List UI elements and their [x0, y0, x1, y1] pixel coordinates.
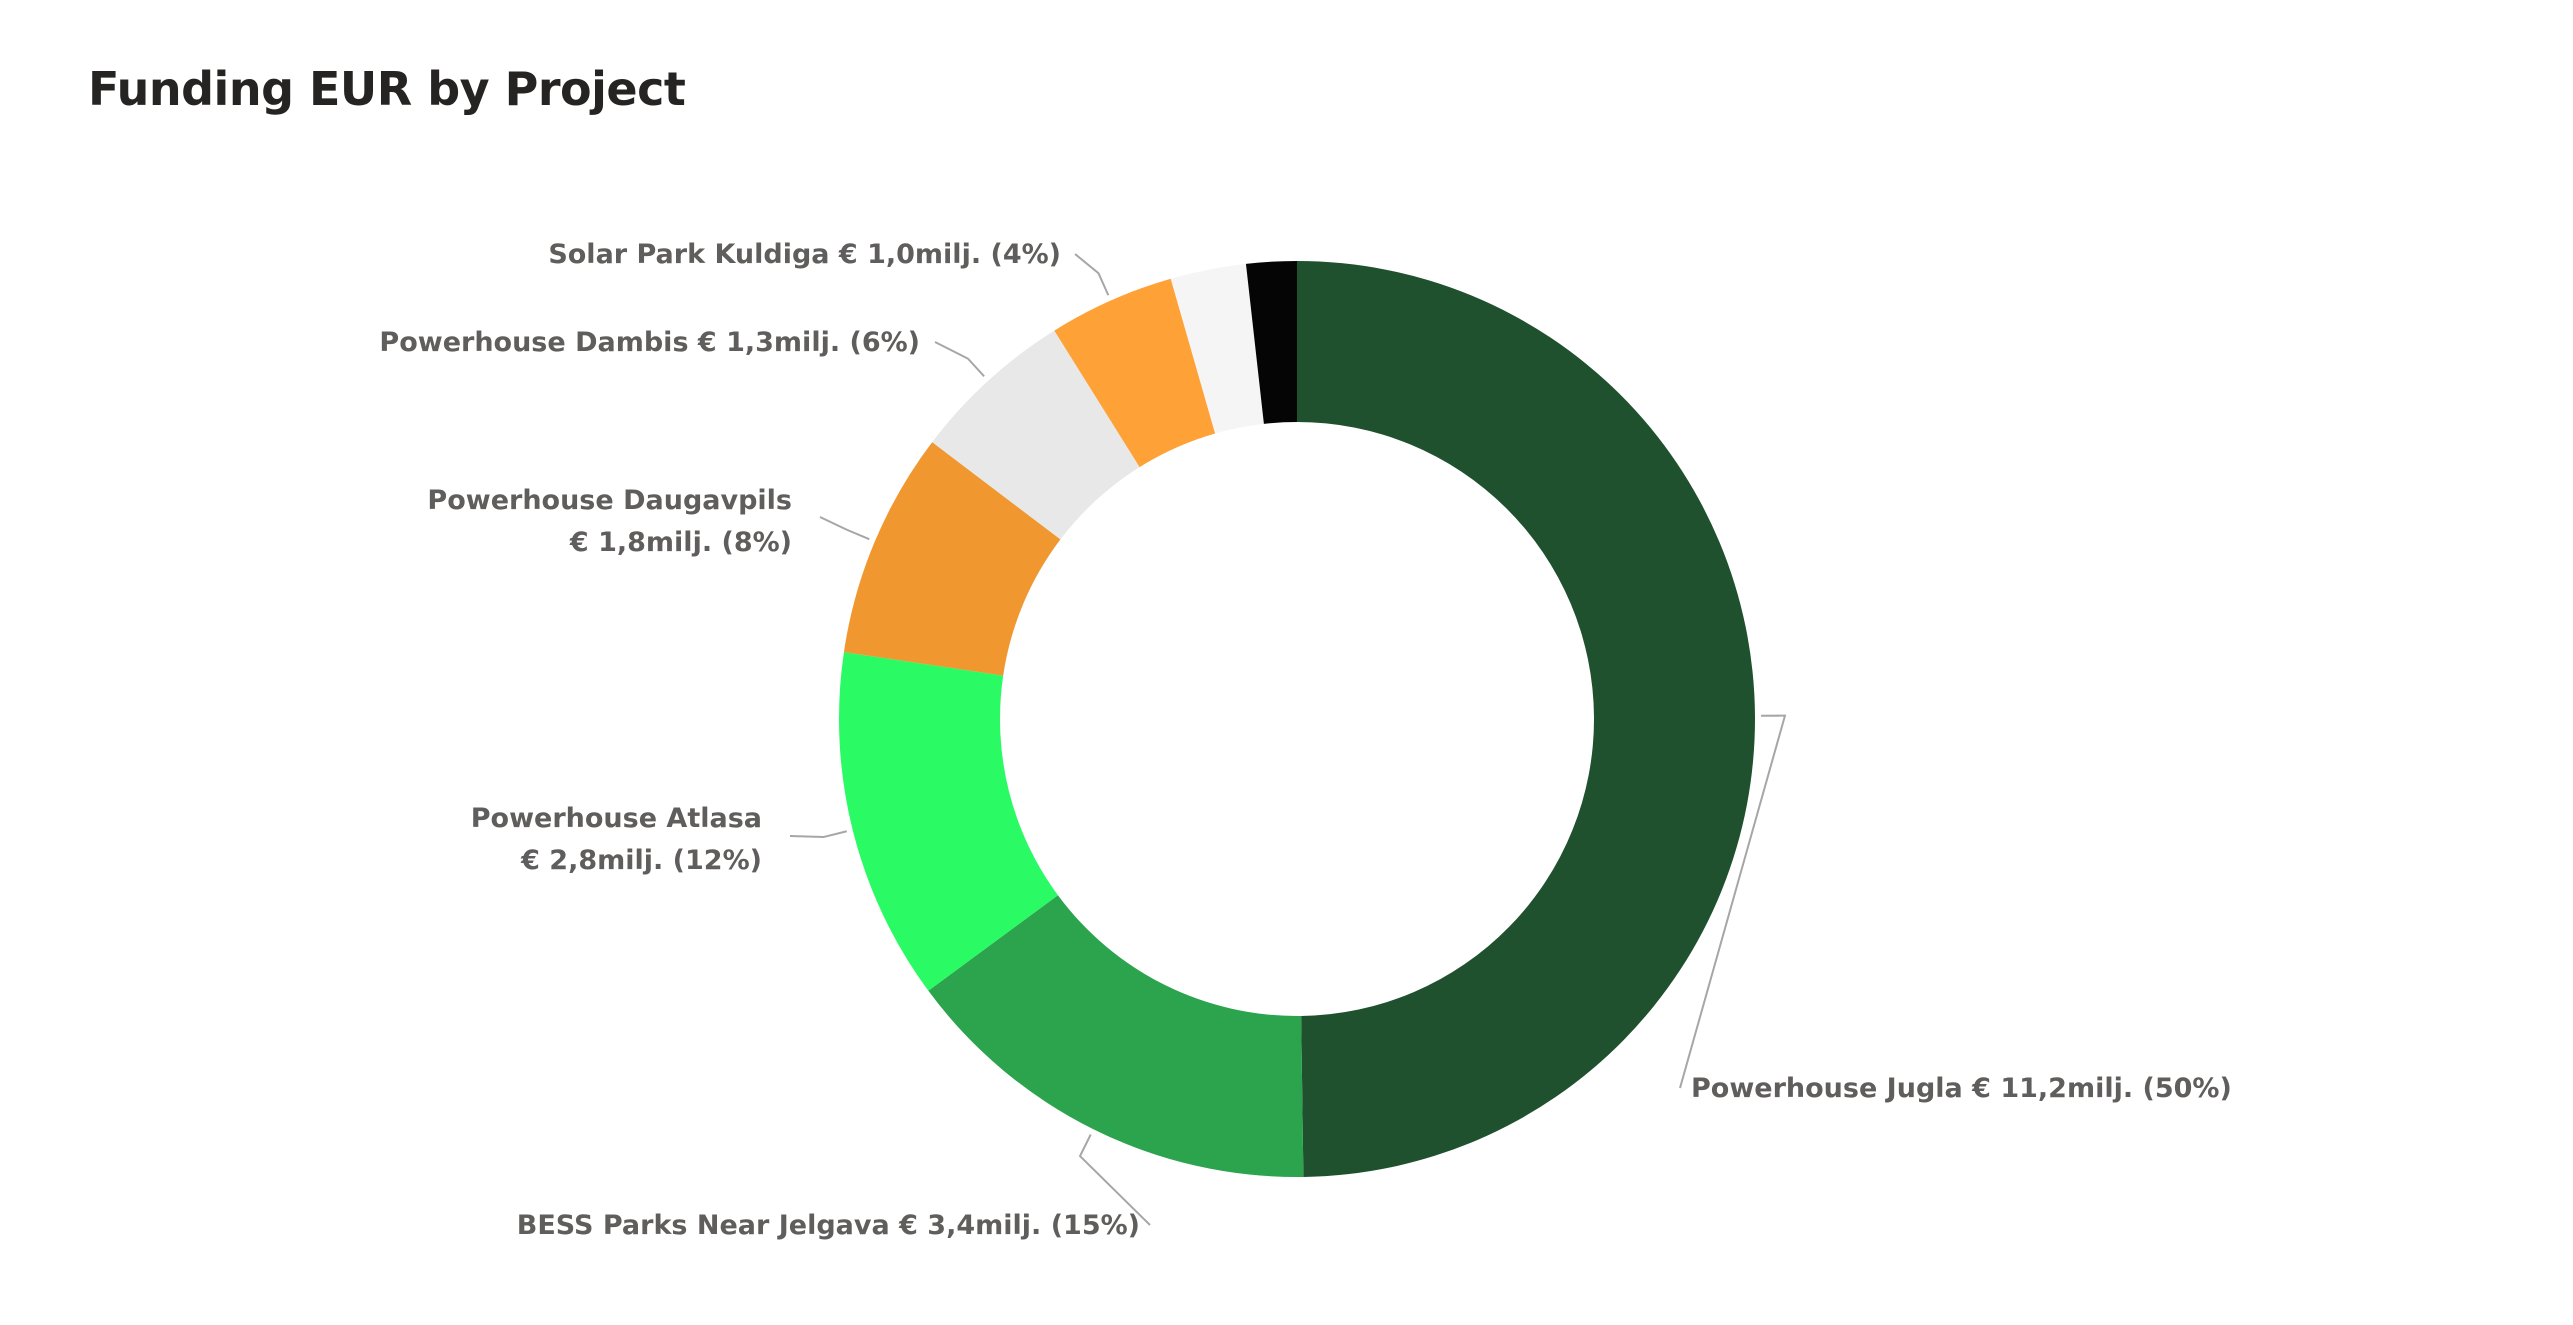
leader-line-powerhouse-dambis	[934, 341, 985, 378]
data-label-powerhouse-daugavpils-line2: € 1,8milj. (8%)	[569, 527, 792, 558]
leader-line-powerhouse-atlasa	[789, 830, 848, 839]
leader-line-powerhouse-daugavpils	[819, 516, 870, 541]
slice-unlabeled-7[interactable]	[1245, 261, 1297, 424]
slice-unlabeled-6[interactable]	[1170, 263, 1264, 434]
data-label-powerhouse-atlasa: Powerhouse Atlasa	[471, 803, 762, 834]
data-label-powerhouse-atlasa-line2: € 2,8milj. (12%)	[520, 845, 762, 876]
slice-powerhouse-jugla[interactable]	[1297, 261, 1755, 1177]
slice-powerhouse-daugavpils[interactable]	[843, 442, 1061, 676]
chart-title: Funding EUR by Project	[88, 62, 686, 116]
data-label-powerhouse-jugla: Powerhouse Jugla € 11,2milj. (50%)	[1691, 1073, 2232, 1104]
data-label-powerhouse-dambis: Powerhouse Dambis € 1,3milj. (6%)	[379, 327, 920, 358]
data-label-powerhouse-daugavpils: Powerhouse Daugavpils	[427, 485, 792, 516]
data-labels: Powerhouse Jugla € 11,2milj. (50%) BESS P…	[379, 239, 2231, 1241]
leader-line-powerhouse-jugla	[1679, 714, 1787, 1089]
leader-line-bess-parks-near-jelgava	[1078, 1134, 1151, 1226]
leader-line-solar-park-kuldiga	[1074, 253, 1110, 296]
slice-solar-park-kuldiga[interactable]	[1054, 278, 1216, 468]
leader-lines	[789, 253, 1787, 1226]
data-label-solar-park-kuldiga: Solar Park Kuldiga € 1,0milj. (4%)	[548, 239, 1061, 270]
slice-powerhouse-dambis[interactable]	[932, 330, 1140, 540]
data-label-bess-parks-near-jelgava: BESS Parks Near Jelgava € 3,4milj. (15%)	[517, 1210, 1140, 1241]
slice-powerhouse-atlasa[interactable]	[839, 652, 1058, 991]
donut-slices	[839, 261, 1755, 1177]
slice-bess-parks-near-jelgava[interactable]	[928, 895, 1304, 1177]
